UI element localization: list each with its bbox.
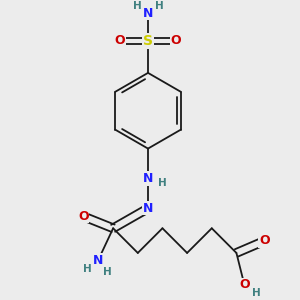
Text: H: H (252, 288, 261, 298)
Text: S: S (143, 34, 153, 48)
Text: O: O (171, 34, 181, 47)
Text: O: O (259, 235, 270, 248)
Text: O: O (239, 278, 250, 291)
Text: H: H (154, 1, 163, 11)
Text: N: N (93, 254, 104, 267)
Text: O: O (78, 210, 88, 223)
Text: O: O (115, 34, 125, 47)
Text: N: N (143, 172, 153, 185)
Text: H: H (133, 1, 141, 11)
Text: H: H (158, 178, 166, 188)
Text: H: H (83, 264, 92, 274)
Text: N: N (143, 7, 153, 20)
Text: N: N (143, 202, 153, 215)
Text: H: H (103, 267, 112, 277)
